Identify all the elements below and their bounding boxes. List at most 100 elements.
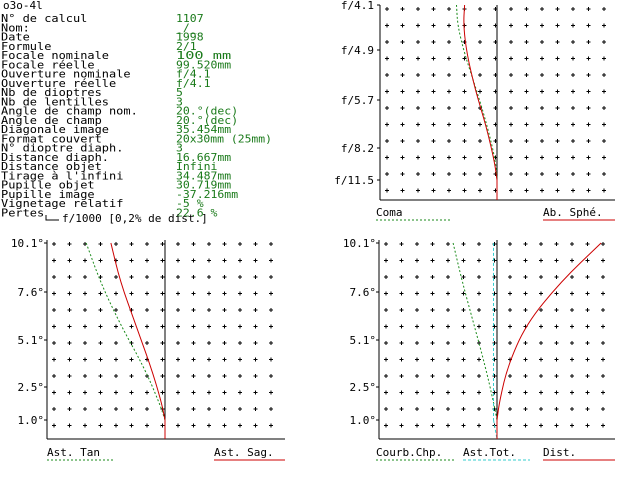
window-title: o3o-4l bbox=[3, 0, 43, 12]
legend-label-2-1: Ast.Tot. bbox=[463, 446, 516, 459]
info-row: Pupille objet 30.719mm bbox=[1, 179, 232, 192]
y-tick-label: 10.1° bbox=[343, 237, 376, 250]
chart-field-distortion: 10.1° 7.6° 5.1° 2.5° 1.0° Courb.Chp. Ast.Tot. D… bbox=[343, 237, 615, 461]
grid-crosses bbox=[385, 7, 606, 193]
info-row: Nom: _/_ bbox=[1, 21, 197, 34]
legend-label-2-2: Dist. bbox=[543, 446, 576, 459]
info-label: Focale réelle bbox=[1, 58, 95, 71]
info-row: Formule 2/1 bbox=[1, 40, 197, 53]
info-row: N° de calcul 1107 bbox=[1, 12, 204, 25]
info-label: Ouverture nominale bbox=[1, 68, 131, 81]
info-label: Ouverture réelle bbox=[1, 77, 116, 90]
y-tick-label: f/4.9 bbox=[341, 44, 374, 57]
info-value: 35.454mm bbox=[176, 123, 232, 136]
lens-info-table: N° de calcul 1107 Nom: _/_ Date 1998 Formule 2/… bbox=[1, 12, 272, 219]
info-row: Focale réelle 99.520mm bbox=[1, 58, 232, 71]
info-row: Distance diaph. 16.667mm bbox=[1, 151, 232, 164]
info-row: Nb de dioptres 5 bbox=[1, 86, 183, 99]
legend-label-1-1: Ast. Sag. bbox=[214, 446, 274, 459]
info-value: 1998 bbox=[176, 31, 204, 44]
legend-label-0-1: Ab. Sphé. bbox=[543, 206, 603, 219]
scale-note-text: f/1000 [0,2% de dist.] bbox=[62, 212, 208, 225]
legend-label-0-0: Coma bbox=[376, 206, 403, 219]
legend-label-2-0: Courb.Chp. bbox=[376, 446, 442, 459]
series-line-2-2 bbox=[496, 242, 602, 421]
legend-label-1-0: Ast. Tan bbox=[47, 446, 100, 459]
info-label: N° de calcul bbox=[1, 12, 87, 25]
info-value: f/4.1 bbox=[176, 68, 211, 81]
info-label: Distance objet bbox=[1, 160, 102, 173]
info-value: 16.667mm bbox=[176, 151, 232, 164]
info-row: Angle de champ nom. 20.°(dec) bbox=[1, 105, 238, 118]
info-value: f/4.1 bbox=[176, 77, 211, 90]
info-label: Nb de dioptres bbox=[1, 86, 102, 99]
y-tick-label: 2.5° bbox=[350, 381, 377, 394]
info-row: Distance objet Infini bbox=[1, 160, 217, 173]
info-value: -5 % bbox=[176, 197, 204, 210]
series-line-2-0 bbox=[452, 242, 498, 421]
info-row: Pupille image -37.216mm bbox=[1, 188, 238, 201]
info-value: 20.°(dec) bbox=[176, 105, 238, 118]
y-tick-label: 1.0° bbox=[350, 414, 377, 427]
y-tick-label: 2.5° bbox=[18, 381, 45, 394]
info-label: Nom: bbox=[1, 21, 30, 34]
info-row: Date 1998 bbox=[1, 31, 204, 44]
info-row: Angle de champ 20.°(dec) bbox=[1, 114, 238, 127]
info-label: Formule bbox=[1, 40, 51, 53]
info-row: Vignetage relatif -5 % bbox=[1, 197, 204, 210]
info-label: Focale nominale bbox=[1, 49, 109, 62]
y-tick-label: 5.1° bbox=[350, 334, 377, 347]
info-value: _/_ bbox=[176, 21, 197, 34]
info-value: Infini bbox=[176, 160, 217, 173]
y-tick-label: f/11.5 bbox=[334, 174, 374, 187]
info-label: Tirage à l'infini bbox=[1, 169, 123, 182]
info-value: -37.216mm bbox=[176, 188, 238, 201]
info-label: Date bbox=[1, 31, 30, 44]
info-label: Pertes bbox=[1, 206, 44, 219]
info-value: 20.°(dec) bbox=[176, 114, 238, 127]
y-tick-label: f/5.7 bbox=[341, 94, 374, 107]
info-value: 20x30mm (25mm) bbox=[176, 132, 272, 145]
y-tick-label: 10.1° bbox=[11, 237, 44, 250]
info-row: Format couvert 20x30mm (25mm) bbox=[1, 132, 272, 145]
info-label: Angle de champ bbox=[1, 114, 102, 127]
scale-note: f/1000 [0,2% de dist.] bbox=[45, 212, 208, 225]
info-label: N° dioptre diaph. bbox=[1, 142, 123, 155]
y-tick-label: 5.1° bbox=[18, 334, 45, 347]
info-row: N° dioptre diaph. 3 bbox=[1, 142, 183, 155]
info-value: 30.719mm bbox=[176, 179, 232, 192]
info-value: 3 bbox=[176, 95, 183, 108]
info-row: Nb de lentilles 3 bbox=[1, 95, 183, 108]
series-line-1-0 bbox=[85, 242, 166, 421]
chart-astigmatism: 10.1° 7.6° 5.1° 2.5° 1.0° Ast. Tan Ast. Sag. bbox=[11, 237, 285, 461]
info-label: Distance diaph. bbox=[1, 151, 109, 164]
info-row: Diagonale image 35.454mm bbox=[1, 123, 232, 136]
info-row: Ouverture nominale f/4.1 bbox=[1, 68, 211, 81]
grid-crosses bbox=[52, 242, 273, 428]
chart-coma-spherical: f/4.1 f/4.9 f/5.7 f/8.2 f/11.5 Coma Ab. Sphé. bbox=[334, 0, 615, 221]
y-tick-label: 7.6° bbox=[18, 286, 45, 299]
info-value: 22.6 % bbox=[176, 206, 218, 219]
grid-crosses bbox=[384, 242, 605, 428]
info-row: Ouverture réelle f/4.1 bbox=[1, 77, 211, 90]
series-line-1-1 bbox=[110, 242, 166, 421]
y-tick-label: f/8.2 bbox=[341, 142, 374, 155]
info-value: 34.487mm bbox=[176, 169, 232, 182]
info-label: Diagonale image bbox=[1, 123, 109, 136]
info-label: Vignetage relatif bbox=[1, 197, 123, 210]
series-line-0-1 bbox=[463, 4, 498, 181]
info-label: Format couvert bbox=[1, 132, 102, 145]
info-value: 3 bbox=[176, 142, 183, 155]
info-row: Tirage à l'infini 34.487mm bbox=[1, 169, 232, 182]
y-tick-label: 7.6° bbox=[350, 286, 377, 299]
series-line-0-0 bbox=[456, 4, 498, 181]
info-value: 2/1 bbox=[176, 40, 197, 53]
y-tick-label: 1.0° bbox=[18, 414, 45, 427]
info-row: Focale nominale 100 mm bbox=[1, 49, 232, 62]
info-row: Pertes 22.6 % bbox=[1, 206, 218, 219]
info-label: Pupille objet bbox=[1, 179, 95, 192]
info-value: 99.520mm bbox=[176, 58, 232, 71]
info-label: Angle de champ nom. bbox=[1, 105, 138, 118]
info-label: Nb de lentilles bbox=[1, 95, 109, 108]
